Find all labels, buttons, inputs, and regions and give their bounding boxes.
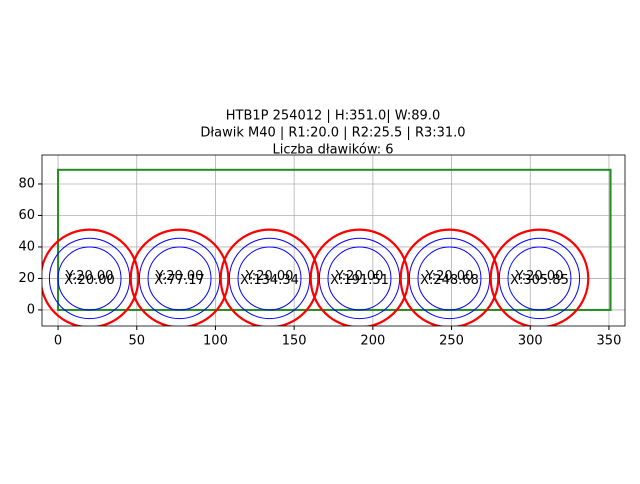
circle: [42, 228, 140, 326]
point-label: Y:20.00: [425, 269, 474, 284]
y-tick-label: 80: [18, 176, 35, 191]
x-tick-label: 350: [597, 334, 622, 349]
x-tick-label: 100: [203, 334, 228, 349]
circle: [219, 228, 320, 326]
circle: [399, 228, 500, 326]
x-tick-label: 200: [360, 334, 385, 349]
circle: [507, 246, 572, 311]
point-label: Y:20.00: [65, 269, 114, 284]
point-label: Y:20.00: [245, 269, 294, 284]
x-tick-label: 250: [439, 334, 464, 349]
point-label: X:134.34: [240, 273, 299, 288]
plot-area: Y:20.00X:20.00 Y:20.00X:77.17 Y:20.00X:134…: [42, 155, 625, 326]
point-label: Y:20.00: [515, 269, 564, 284]
point-label: Y:20.00: [335, 269, 384, 284]
circle: [489, 228, 590, 326]
x-tick-label: 0: [54, 334, 62, 349]
x-tick-label: 300: [518, 334, 543, 349]
y-tick-label: 20: [18, 271, 35, 286]
circle: [309, 228, 410, 326]
y-tick-label: 40: [18, 239, 35, 254]
point-label: X:248.68: [420, 273, 479, 288]
circle: [417, 246, 482, 311]
x-tick-label: 150: [282, 334, 307, 349]
point-label: X:305.85: [510, 273, 569, 288]
chart-title: Dławik M40 | R1:20.0 | R2:25.5 | R3:31.0: [200, 126, 465, 141]
point-label: X:191.51: [330, 273, 389, 288]
circle: [327, 246, 392, 311]
y-tick-label: 60: [18, 208, 35, 223]
point-label: X:77.17: [154, 273, 205, 288]
axes-frame: [41, 154, 626, 327]
chart-title: HTB1P 254012 | H:351.0| W:89.0: [226, 109, 440, 124]
y-tick-label: 0: [27, 302, 35, 317]
circle: [498, 237, 581, 320]
circle: [237, 246, 302, 311]
circle: [57, 246, 122, 311]
circle: [129, 228, 230, 326]
x-tick-label: 50: [128, 334, 145, 349]
circle: [147, 246, 212, 311]
point-label: X:20.00: [64, 273, 115, 288]
chart-title: Liczba dławików: 6: [272, 143, 393, 158]
point-label: Y:20.00: [155, 269, 204, 284]
